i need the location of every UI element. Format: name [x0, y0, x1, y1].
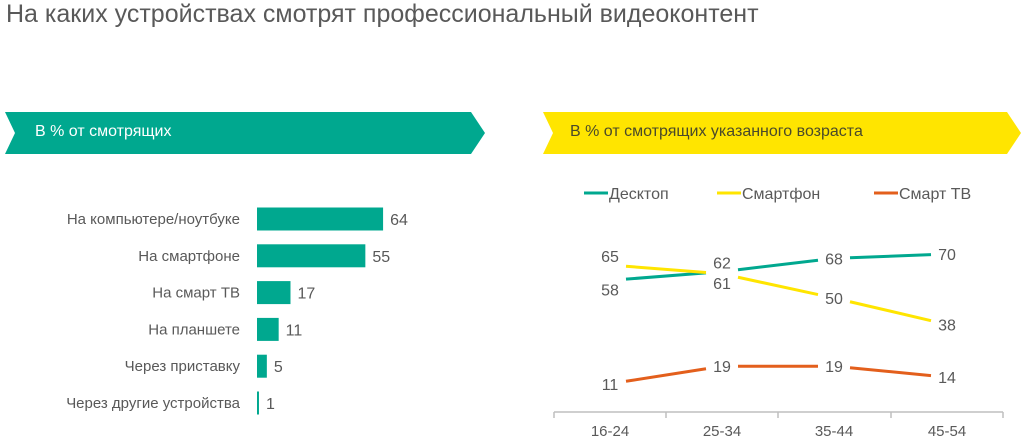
data-label: 62 — [713, 256, 731, 273]
series-line-segment — [737, 258, 819, 272]
bar — [257, 244, 366, 268]
data-label: 19 — [825, 359, 843, 376]
line-chart-banner: В % от смотрящих указанного возраста — [543, 112, 1021, 154]
page-title: На каких устройствах смотрят профессиона… — [6, 0, 759, 28]
bar-value-label: 5 — [274, 359, 283, 376]
bar-category-label: На планшете — [148, 321, 240, 338]
bar — [257, 354, 267, 378]
bar — [257, 281, 291, 305]
series-line-segment — [625, 271, 707, 281]
bar-chart: На компьютере/ноутбуке 64 На смартфоне 55 На… — [66, 207, 408, 415]
data-label: 50 — [825, 291, 843, 308]
bar-category-label: На смарт ТВ — [152, 285, 240, 302]
data-label: 70 — [938, 247, 956, 264]
series-line-segment — [737, 275, 819, 297]
data-label: 14 — [938, 370, 956, 387]
bar — [257, 207, 384, 231]
legend-label: Десктоп — [609, 186, 669, 203]
series-line-segment — [625, 367, 707, 383]
legend-label: Смартфон — [742, 186, 820, 203]
data-label: 61 — [713, 276, 731, 293]
bar-chart-banner: В % от смотрящих — [5, 112, 485, 154]
data-label: 68 — [825, 251, 843, 268]
bar-category-label: На компьютере/ноутбуке — [67, 211, 240, 228]
bar-category-label: На смартфоне — [138, 248, 240, 265]
line-chart-title: В % от смотрящих указанного возраста — [570, 123, 863, 140]
bar-value-label: 1 — [266, 396, 275, 413]
bar-value-label: 55 — [372, 249, 390, 266]
legend-label: Смарт ТВ — [899, 186, 971, 203]
data-label: 19 — [713, 359, 731, 376]
series-line-segment — [849, 253, 932, 260]
series-line-segment — [625, 264, 707, 275]
series-line-segment — [849, 366, 932, 378]
data-label: 58 — [601, 282, 619, 299]
data-label: 38 — [938, 317, 956, 334]
bar-value-label: 64 — [390, 212, 408, 229]
bar — [257, 317, 279, 341]
bar-value-label: 17 — [297, 286, 315, 303]
series-line-segment — [849, 300, 932, 323]
x-tick-label: 35-44 — [815, 423, 853, 440]
bar-category-label: Через приставку — [125, 358, 241, 375]
bar-value-label: 11 — [286, 322, 303, 339]
line-chart: 16-24 25-34 35-44 45-54 Десктоп Смартфон Смарт… — [553, 186, 1004, 440]
data-label: 65 — [601, 249, 619, 266]
x-tick-label: 25-34 — [703, 423, 741, 440]
data-label: 11 — [602, 377, 619, 394]
bar-category-label: Через другие устройства — [66, 395, 240, 412]
bar — [257, 391, 259, 415]
x-tick-label: 45-54 — [928, 423, 966, 440]
x-tick-label: 16-24 — [591, 423, 629, 440]
bar-chart-title: В % от смотрящих — [35, 123, 172, 140]
